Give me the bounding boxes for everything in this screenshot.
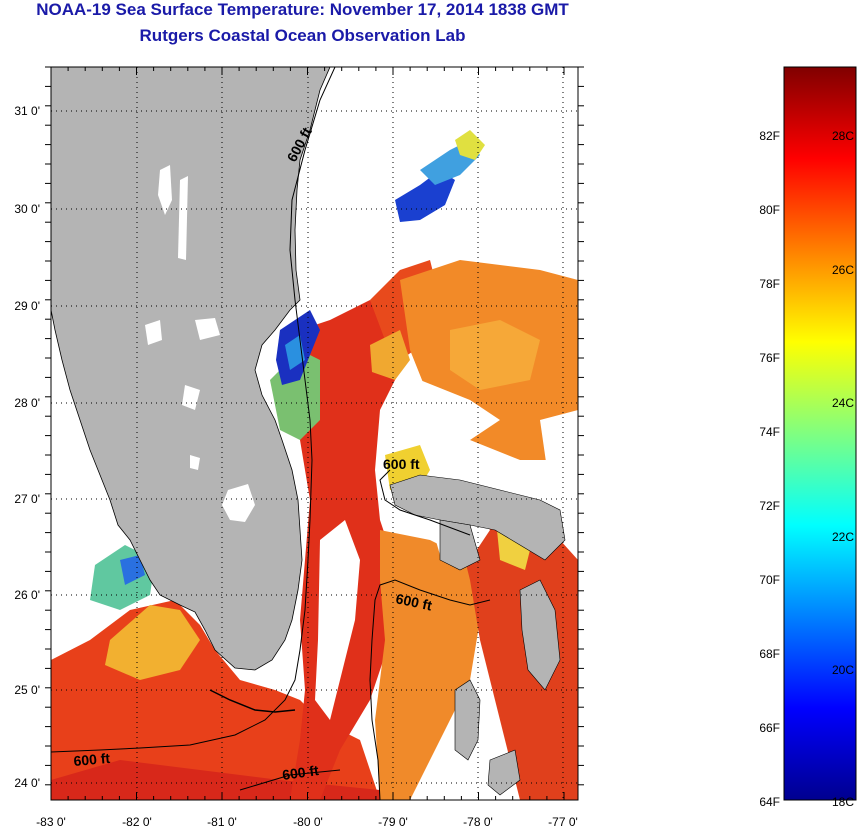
- lat-axis-labels: 31 0' 30 0' 29 0' 28 0' 27 0' 26 0' 25 0…: [14, 104, 40, 790]
- contour-label: 600 ft: [73, 750, 111, 769]
- colorbar-c-label: 20C: [832, 663, 854, 677]
- lat-tick-label: 25 0': [14, 683, 40, 697]
- colorbar-c-label: 28C: [832, 129, 854, 143]
- colorbar-c-label: 26C: [832, 263, 854, 277]
- lon-tick-label: -78 0': [463, 815, 493, 829]
- lon-tick-label: -81 0': [207, 815, 237, 829]
- contour-label: 600 ft: [281, 762, 320, 783]
- contour-label: 600 ft: [383, 456, 420, 472]
- lat-tick-label: 31 0': [14, 104, 40, 118]
- lat-tick-label: 27 0': [14, 492, 40, 506]
- lon-tick-label: -79 0': [378, 815, 408, 829]
- colorbar: [783, 66, 857, 801]
- isobath-600ft: [51, 67, 491, 800]
- lat-tick-label: 26 0': [14, 588, 40, 602]
- colorbar-f-label: 64F: [759, 795, 780, 809]
- map-frame: [50, 66, 579, 801]
- colorbar-f-label: 68F: [759, 647, 780, 661]
- colorbar-f-label: 82F: [759, 129, 780, 143]
- lat-tick-label: 30 0': [14, 202, 40, 216]
- lon-tick-label: -83 0': [36, 815, 66, 829]
- page-title: NOAA-19 Sea Surface Temperature: Novembe…: [36, 0, 569, 19]
- colorbar-f-label: 74F: [759, 425, 780, 439]
- lon-tick-label: -77 0': [548, 815, 578, 829]
- page-subtitle: Rutgers Coastal Ocean Observation Lab: [139, 26, 466, 45]
- lat-tick-label: 28 0': [14, 396, 40, 410]
- colorbar-f-label: 78F: [759, 277, 780, 291]
- colorbar-c-label: 24C: [832, 396, 854, 410]
- lon-tick-label: -80 0': [293, 815, 323, 829]
- lat-tick-label: 24 0': [14, 776, 40, 790]
- florida-peninsula: [51, 67, 331, 671]
- colorbar-c-labels: 28C 26C 24C 22C 20C 18C: [832, 129, 854, 809]
- lon-tick-label: -82 0': [122, 815, 152, 829]
- contour-label: 600 ft: [394, 590, 433, 613]
- colorbar-f-label: 72F: [759, 499, 780, 513]
- axis-ticks: [45, 66, 584, 800]
- colorbar-f-label: 70F: [759, 573, 780, 587]
- colorbar-f-label: 66F: [759, 721, 780, 735]
- colorbar-c-label: 22C: [832, 530, 854, 544]
- graticule-grid: [51, 67, 578, 800]
- colorbar-f-labels: 82F 80F 78F 76F 74F 72F 70F 68F 66F 64F: [759, 129, 780, 809]
- colorbar-c-label: 18C: [832, 795, 854, 809]
- lat-tick-label: 29 0': [14, 299, 40, 313]
- lon-axis-labels: -83 0' -82 0' -81 0' -80 0' -79 0' -78 0…: [36, 815, 578, 829]
- colorbar-f-label: 80F: [759, 203, 780, 217]
- inland-lakes: [145, 165, 255, 522]
- colorbar-f-label: 76F: [759, 351, 780, 365]
- florida-keys: [209, 689, 296, 713]
